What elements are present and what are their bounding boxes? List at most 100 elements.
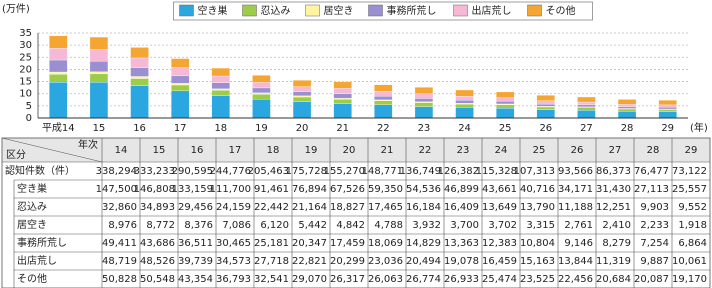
bar-segment [374,91,393,97]
bar-segment [374,84,393,92]
y-tick-label: 20 [19,64,32,75]
bar-segment [211,82,230,90]
bar-segment [414,98,434,102]
bar-segment [577,107,596,111]
x-tick-label: 29 [661,123,674,134]
table-cell: 9,146 [564,238,593,249]
table-column-header: 18 [267,145,280,156]
legend-swatch [527,4,542,17]
table-cell: 25,557 [672,184,707,195]
table-column-header: 21 [381,145,394,156]
bar-segment [252,82,271,89]
table-cell: 205,463 [248,166,289,177]
table-cell: 4,842 [336,220,365,231]
x-tick-label: 15 [93,123,106,134]
table-cell: 43,661 [482,184,517,195]
legend-label: 忍込み [261,5,291,17]
table-column-header: 28 [647,145,660,156]
table-frame [1,137,711,288]
bar-segment [455,96,474,101]
table-column-header: 17 [229,145,242,156]
bar-segment [292,96,312,102]
table-cell: 34,171 [558,184,593,195]
table-cell: 20,494 [406,256,441,267]
table-cell: 338,294 [96,166,137,177]
table-cell: 9,903 [640,202,669,213]
bar-segment [496,91,515,98]
bar-segment [414,93,434,99]
x-tick-label: 24 [458,123,471,134]
bar-segment [617,104,637,107]
table-cell: 8,772 [146,220,175,231]
bar-segment [252,75,271,83]
table-cell: 290,595 [172,166,213,177]
x-tick-label: 25 [499,123,512,134]
y-tick-label: 35 [19,28,32,39]
table-cell: 76,477 [634,166,669,177]
bar-segment [171,90,190,119]
table-column-header: 15 [153,145,166,156]
table-cell: 32,860 [102,202,137,213]
bar-segment [333,99,352,104]
table-cell: 48,719 [102,256,137,267]
table-cell: 46,899 [444,184,479,195]
bar-segment [292,91,312,97]
table-cell: 93,566 [558,166,593,177]
table-cell: 20,684 [596,274,631,285]
table-cell: 7,086 [222,220,251,231]
legend-swatch [368,4,383,17]
table-column-header: 29 [685,145,698,156]
bar-segment [496,107,515,119]
x-tick-label: 26 [539,123,552,134]
table-cell: 9,552 [678,202,707,213]
table-cell: 3,932 [412,220,441,231]
table-cell: 9,887 [640,256,669,267]
table-cell: 36,511 [178,238,213,249]
bar-segment [89,36,109,50]
bar-segment [496,104,515,109]
bar-segment [577,101,596,105]
table-cell: 14,829 [406,238,441,249]
bar-segment [536,106,555,110]
bar-segment [577,96,596,103]
table-corner-diagonal [1,137,103,163]
y-tick-label: 10 [19,89,32,100]
bar-segment [49,74,68,83]
bar-segment [333,98,352,100]
table-cell: 50,828 [102,274,137,285]
table-cell: 111,700 [210,184,251,195]
bar-segment [49,71,68,75]
table-cell: 12,383 [482,238,517,249]
table-cell: 76,894 [292,184,327,195]
y-tick-label: 5 [26,101,32,112]
bar-segment [292,86,312,92]
table-cell: 19,078 [444,256,479,267]
bar-segment [171,75,190,84]
table-cell: 91,461 [254,184,289,195]
table-cell: 13,790 [520,202,555,213]
table-cell: 24,159 [216,202,251,213]
bar-segment [496,101,515,105]
table-cell: 13,649 [482,202,517,213]
table-cell: 31,430 [596,184,631,195]
bar-segment [536,95,555,101]
table-cell: 17,465 [368,202,403,213]
table-cell: 333,233 [134,166,175,177]
table-cell: 30,465 [216,238,251,249]
table-cell: 13,844 [558,256,593,267]
bar-segment [211,90,230,96]
x-tick-label: 23 [418,123,431,134]
bar-segment [658,107,677,110]
bar-segment [414,106,434,119]
table-column-header: 27 [609,145,622,156]
x-tick-label: 27 [580,123,593,134]
x-tick-label: 平成14 [42,122,75,134]
x-tick-label: 20 [296,123,309,134]
bar-segment [455,89,474,97]
table-cell: 22,821 [292,256,327,267]
bar-segment [617,99,637,105]
bar-segment [414,87,434,94]
bar-segment [49,82,68,119]
bar-segment [374,96,393,101]
